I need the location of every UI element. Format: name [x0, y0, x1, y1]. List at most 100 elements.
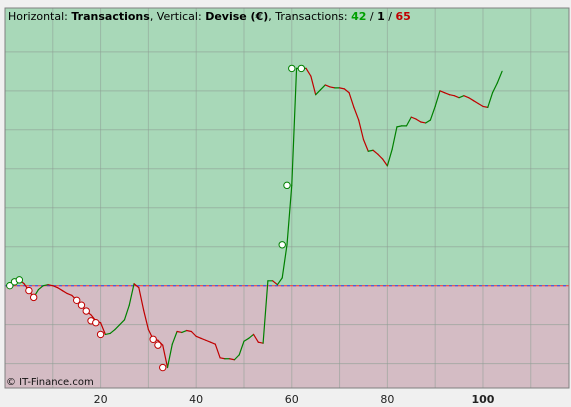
series-segment: [425, 119, 431, 124]
series-segment: [257, 341, 264, 344]
series-segment: [56, 287, 63, 292]
horizontal-label: Horizontal:: [8, 10, 71, 23]
series-segment: [472, 99, 479, 105]
series-segment: [458, 95, 465, 99]
series-segment: [166, 343, 173, 369]
trade-marker: [149, 335, 157, 343]
series-segment: [171, 330, 178, 345]
series-segment: [61, 289, 68, 295]
series-segment: [353, 106, 360, 121]
series-segment: [281, 244, 288, 279]
series-segment: [99, 322, 106, 336]
series-segment: [252, 333, 259, 343]
series-segment: [219, 357, 226, 360]
wins-count: 42: [351, 10, 366, 23]
series-segment: [214, 343, 221, 359]
series-segment: [176, 330, 183, 334]
series-segment: [128, 283, 135, 306]
trade-marker: [159, 363, 167, 372]
series-segment: [453, 95, 460, 99]
series-segment: [491, 82, 498, 94]
series-segment: [496, 70, 503, 84]
neutral-count: 1: [377, 10, 385, 23]
series-segment: [42, 284, 49, 287]
x-tick-label: 80: [380, 393, 394, 406]
series-segment: [109, 328, 116, 335]
series-segment: [195, 335, 202, 339]
series-segment: [444, 92, 451, 96]
chart-header: Horizontal: Transactions, Vertical: Devi…: [8, 10, 411, 23]
trade-marker: [283, 181, 291, 190]
series-segment: [243, 337, 250, 342]
trade-marker: [29, 293, 38, 302]
series-segment: [162, 344, 169, 369]
series-segment: [415, 118, 422, 123]
series-segment: [37, 285, 44, 291]
series-segment: [420, 121, 427, 124]
series-segment: [205, 339, 212, 343]
series-segment: [209, 341, 216, 345]
series-segment: [463, 95, 470, 99]
x-tick-label: 40: [189, 393, 203, 406]
series-segment: [66, 292, 73, 297]
series-segment: [272, 280, 279, 286]
series-segment: [429, 105, 436, 121]
trade-marker: [288, 64, 296, 73]
copyright-text: © IT-Finance.com: [6, 377, 94, 388]
trade-marker: [6, 281, 14, 290]
trade-marker: [72, 296, 81, 305]
series-segment: [104, 332, 111, 336]
series-segment: [348, 92, 355, 108]
vertical-value: Devise (€): [205, 10, 268, 23]
series-segment: [190, 330, 197, 337]
series-segment: [143, 309, 149, 331]
series-segment: [47, 284, 54, 287]
series-segment: [291, 67, 298, 186]
trade-marker: [82, 307, 90, 315]
series-segment: [343, 88, 350, 94]
series-segment: [329, 86, 336, 89]
series-segment: [487, 92, 494, 108]
series-segment: [362, 138, 369, 152]
series-segment: [381, 158, 388, 167]
series-segment: [138, 287, 145, 311]
series-segment: [276, 277, 283, 286]
series-segment: [200, 337, 207, 341]
vertical-label: , Vertical:: [150, 10, 205, 23]
series-segment: [468, 97, 475, 102]
series-segment: [367, 149, 374, 152]
series-segment: [123, 304, 130, 321]
trade-marker: [77, 301, 86, 309]
x-axis-ticks: 20 40 60 80 100: [94, 393, 495, 406]
separator: /: [385, 10, 396, 23]
trade-marker: [96, 330, 105, 339]
series-segment: [324, 84, 331, 88]
series-segment: [262, 280, 269, 344]
series-segment: [405, 116, 412, 127]
horizontal-value: Transactions: [71, 10, 150, 23]
losses-count: 65: [396, 10, 411, 23]
trade-marker: [297, 64, 306, 73]
trade-marker: [15, 276, 24, 284]
series-segment: [396, 125, 403, 128]
series-segment: [338, 87, 345, 90]
series-segment: [410, 116, 417, 120]
series-segment: [448, 94, 455, 97]
plot-border: [4, 7, 570, 389]
trade-marker: [92, 319, 100, 327]
series-segment: [133, 283, 140, 289]
series-segment: [391, 126, 398, 150]
series-segment: [119, 319, 126, 326]
series-segment: [114, 324, 121, 331]
series-segment: [305, 67, 312, 77]
series-segment: [319, 84, 326, 91]
series-segment: [386, 148, 393, 167]
series-segment: [477, 102, 484, 108]
series-segment: [181, 329, 188, 334]
series-segment: [315, 89, 322, 96]
trade-marker: [25, 286, 33, 295]
series-segment: [229, 358, 236, 361]
series-segment: [310, 75, 317, 96]
series-segment: [286, 184, 293, 246]
